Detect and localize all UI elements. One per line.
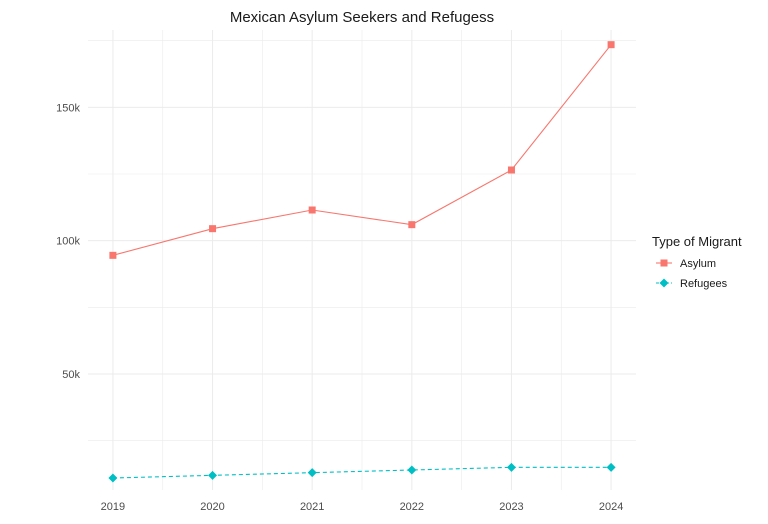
x-tick-label: 2021	[300, 501, 324, 513]
series-line	[112, 466, 612, 479]
data-point	[108, 473, 118, 483]
legend-items: Asylum Refugees	[656, 258, 728, 290]
series-line	[112, 44, 612, 256]
legend-key-marker	[660, 259, 668, 267]
y-tick-label: 150k	[56, 102, 80, 114]
x-tick-label: 2019	[101, 501, 125, 513]
x-tick-label: 2020	[200, 501, 224, 513]
grid-lines	[88, 30, 636, 490]
legend-item-refugees: Refugees	[656, 278, 728, 290]
legend-item-asylum: Asylum	[656, 258, 716, 270]
data-series	[108, 41, 616, 483]
y-tick-label: 50k	[62, 369, 80, 381]
data-point	[606, 462, 616, 472]
data-point	[407, 465, 417, 475]
x-tick-label: 2024	[599, 501, 623, 513]
data-point	[209, 225, 217, 233]
data-point	[109, 251, 117, 259]
chart-title: Mexican Asylum Seekers and Refugess	[230, 9, 494, 26]
x-tick-label: 2022	[400, 501, 424, 513]
data-point	[307, 468, 317, 478]
legend-title: Type of Migrant	[652, 234, 742, 249]
data-point	[408, 221, 416, 229]
legend-key-marker	[659, 278, 669, 288]
legend: Type of Migrant Asylum Refugees	[652, 234, 742, 290]
data-point	[208, 470, 218, 480]
x-axis-ticks: 2019 2020 2021 2022 2023 2024	[101, 501, 624, 513]
x-tick-label: 2023	[499, 501, 523, 513]
data-point	[507, 166, 515, 174]
data-point	[607, 41, 615, 49]
legend-label: Refugees	[680, 278, 728, 290]
y-axis-ticks: 50k 100k 150k	[56, 102, 80, 381]
data-point	[506, 462, 516, 472]
legend-label: Asylum	[680, 258, 716, 270]
y-tick-label: 100k	[56, 236, 80, 248]
series-asylum	[109, 41, 615, 259]
series-refugees	[108, 462, 616, 483]
data-point	[308, 206, 316, 214]
